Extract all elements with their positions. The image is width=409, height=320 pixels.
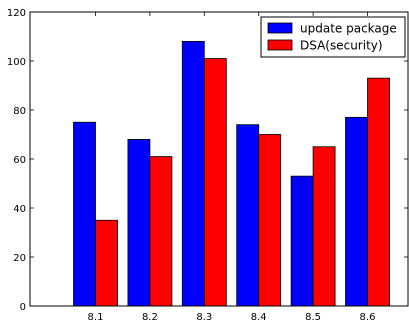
bar-update-package-8-6 [345, 116, 368, 307]
plot-frame [29, 11, 409, 307]
y-tick-label: 120 [7, 8, 26, 19]
y-tick-label: 60 [13, 155, 26, 166]
x-tick-label: 8.2 [142, 312, 158, 320]
bar-dsa-security-8-3 [203, 58, 227, 307]
y-tick-label: 100 [7, 57, 26, 68]
legend-label: update package [300, 22, 397, 36]
legend-swatch [267, 39, 293, 51]
bar-update-package-8-4 [236, 124, 260, 307]
x-tick-label: 8.4 [251, 312, 267, 320]
bar-update-package-8-3 [181, 41, 205, 307]
bar-dsa-security-8-1 [95, 219, 118, 307]
bar-dsa-security-8-5 [312, 146, 336, 307]
bar-update-package-8-2 [127, 138, 151, 307]
axes-layer: 8.1 8.2 8.3 8.4 8.5 8.6 0 20 40 60 80 100 120 [7, 8, 409, 320]
x-tick-label: 8.6 [360, 312, 376, 320]
bar-dsa-security-8-2 [149, 156, 173, 307]
legend: update package DSA(security) [260, 16, 406, 58]
x-tick-label: 8.3 [196, 312, 212, 320]
legend-swatch [267, 22, 293, 34]
y-tick-label: 40 [13, 204, 26, 215]
bars-layer [73, 41, 390, 307]
x-tick-label: 8.1 [88, 312, 104, 320]
legend-label: DSA(security) [300, 39, 383, 53]
bar-dsa-security-8-4 [258, 134, 282, 307]
y-tick-label: 20 [13, 253, 26, 264]
y-tick-label: 80 [13, 106, 26, 117]
y-tick-label: 0 [20, 302, 26, 313]
x-tick-label: 8.5 [305, 312, 321, 320]
bar-update-package-8-1 [73, 121, 96, 307]
bar-dsa-security-8-6 [367, 77, 390, 307]
bar-update-package-8-5 [290, 175, 314, 307]
